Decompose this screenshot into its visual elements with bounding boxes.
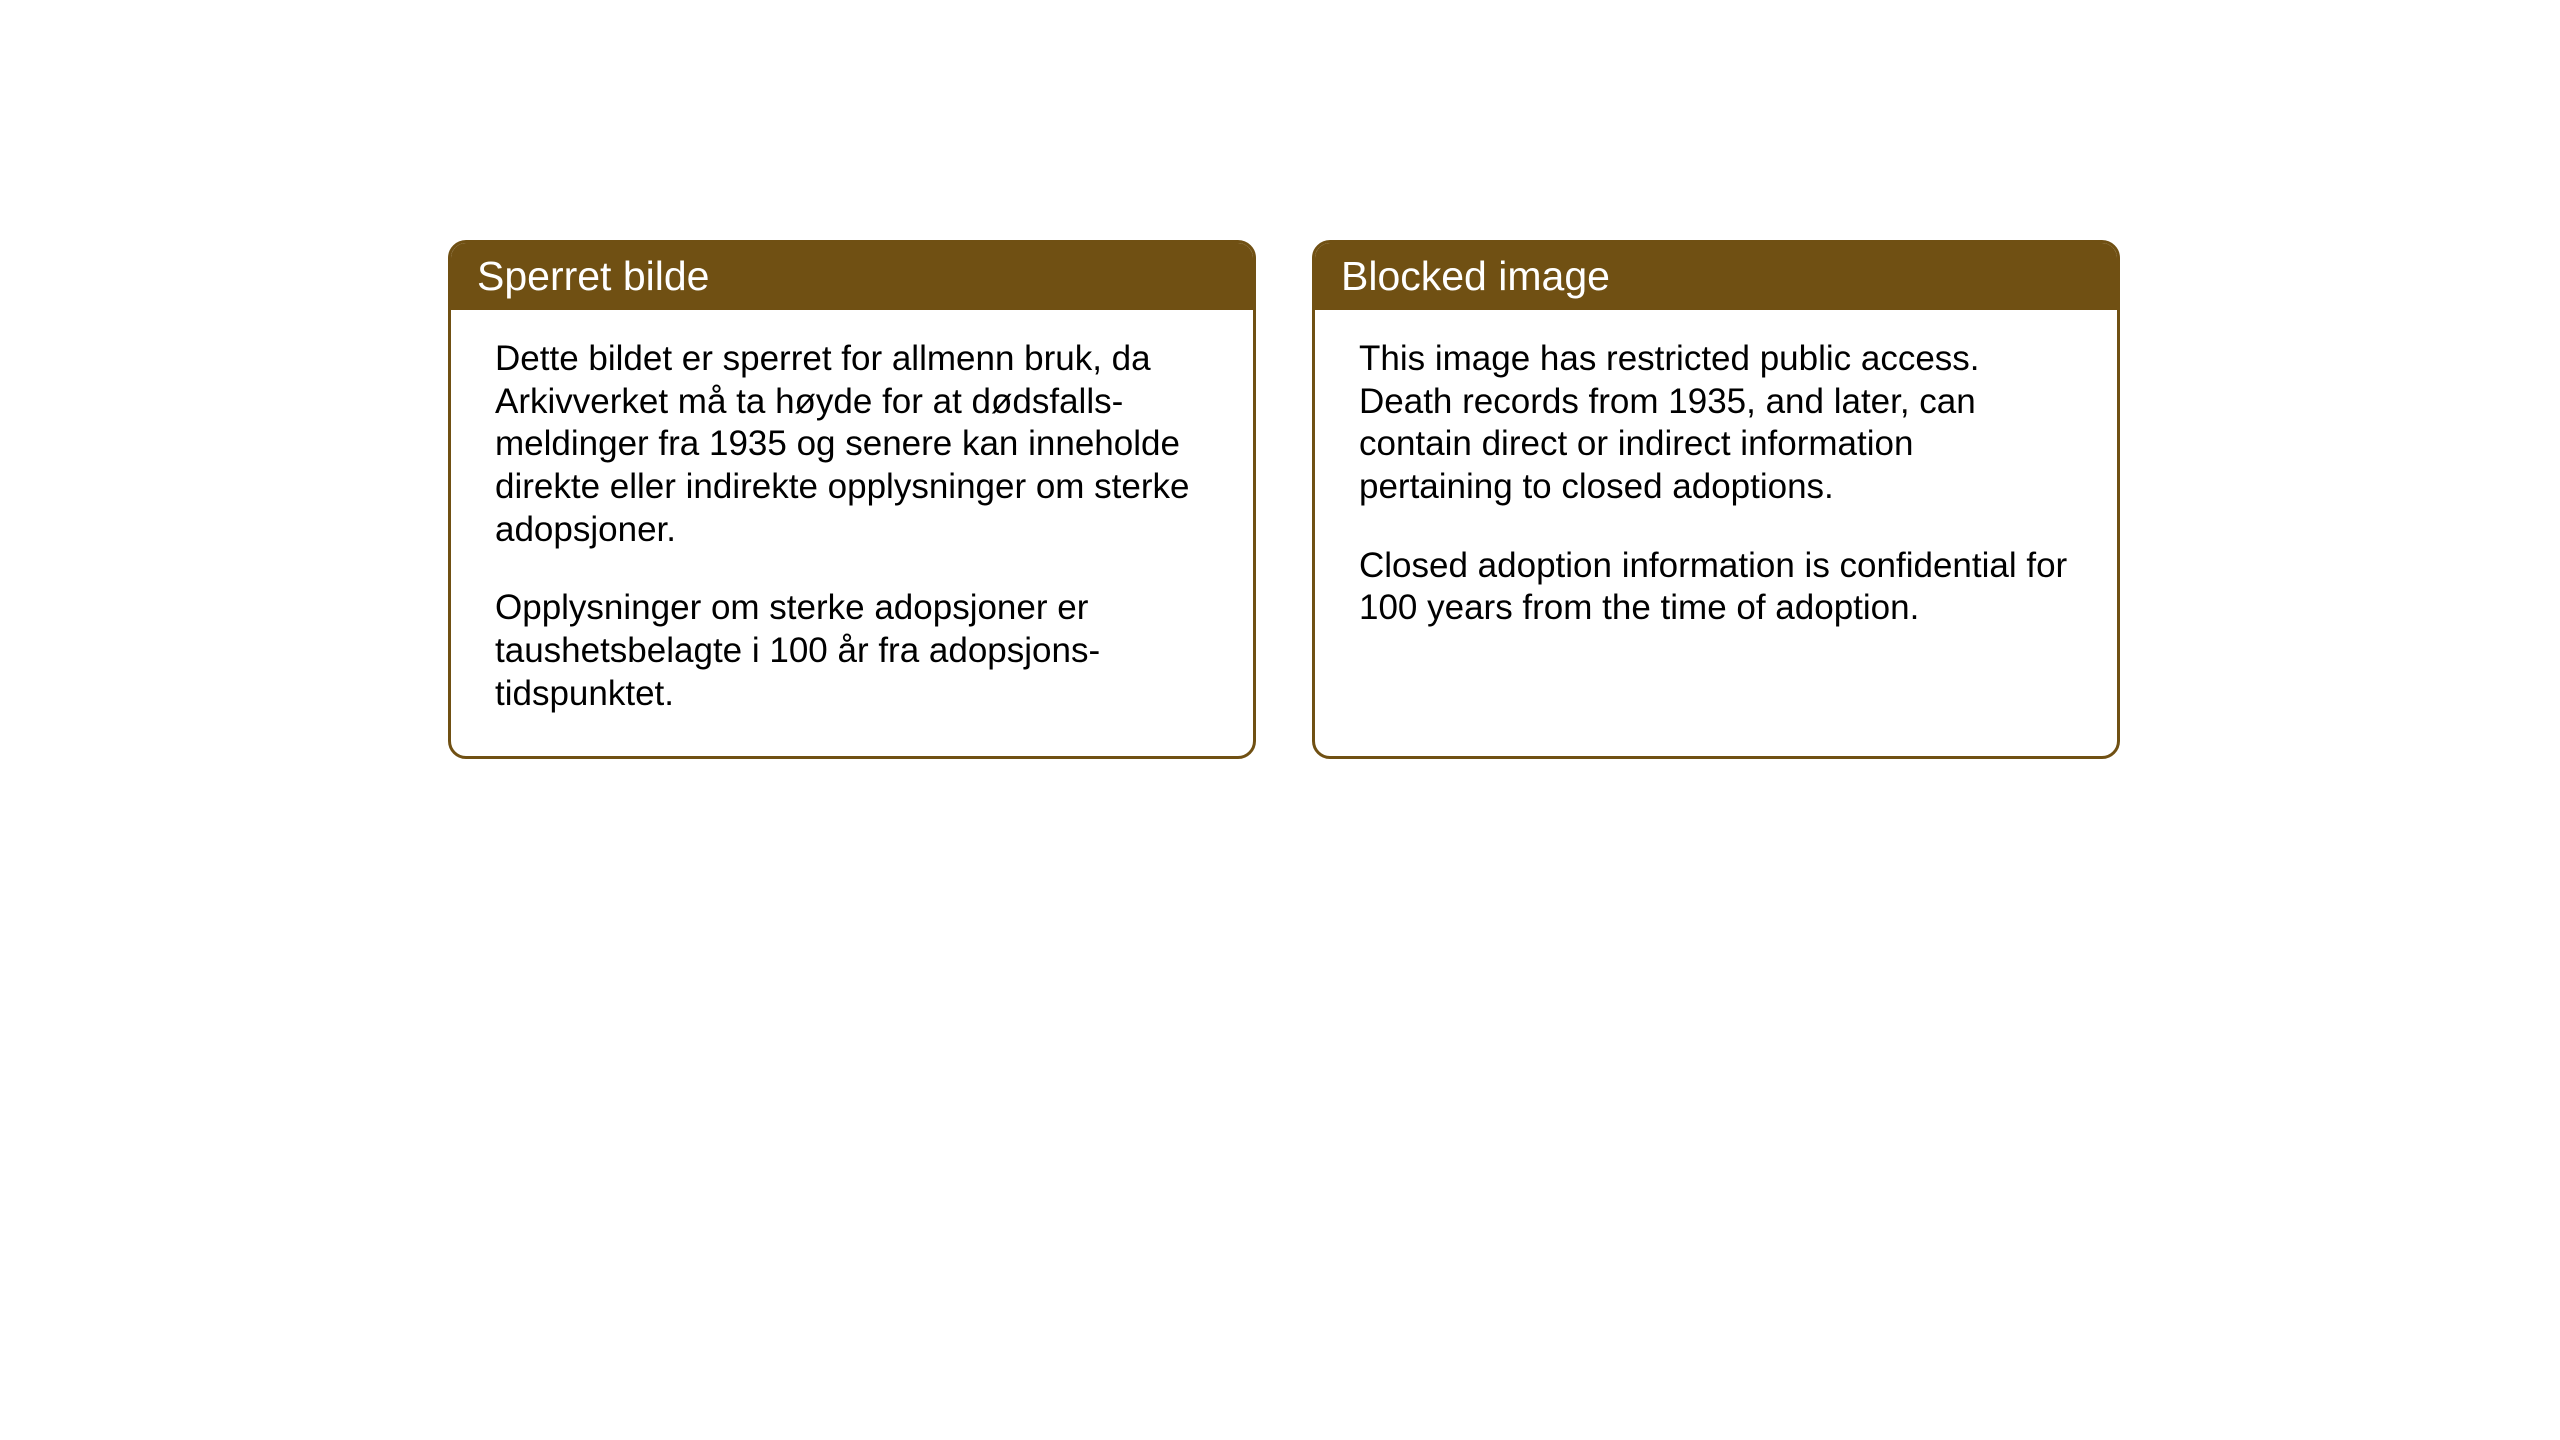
card-header-english: Blocked image — [1315, 243, 2117, 310]
card-body-norwegian: Dette bildet er sperret for allmenn bruk… — [451, 310, 1253, 756]
cards-container: Sperret bilde Dette bildet er sperret fo… — [448, 240, 2120, 759]
card-english-para2: Closed adoption information is confident… — [1359, 545, 2073, 630]
card-norwegian: Sperret bilde Dette bildet er sperret fo… — [448, 240, 1256, 759]
card-norwegian-para2: Opplysninger om sterke adopsjoner er tau… — [495, 587, 1209, 715]
card-header-norwegian: Sperret bilde — [451, 243, 1253, 310]
card-body-english: This image has restricted public access.… — [1315, 310, 2117, 744]
card-norwegian-para1: Dette bildet er sperret for allmenn bruk… — [495, 338, 1209, 551]
card-english: Blocked image This image has restricted … — [1312, 240, 2120, 759]
card-english-para1: This image has restricted public access.… — [1359, 338, 2073, 509]
